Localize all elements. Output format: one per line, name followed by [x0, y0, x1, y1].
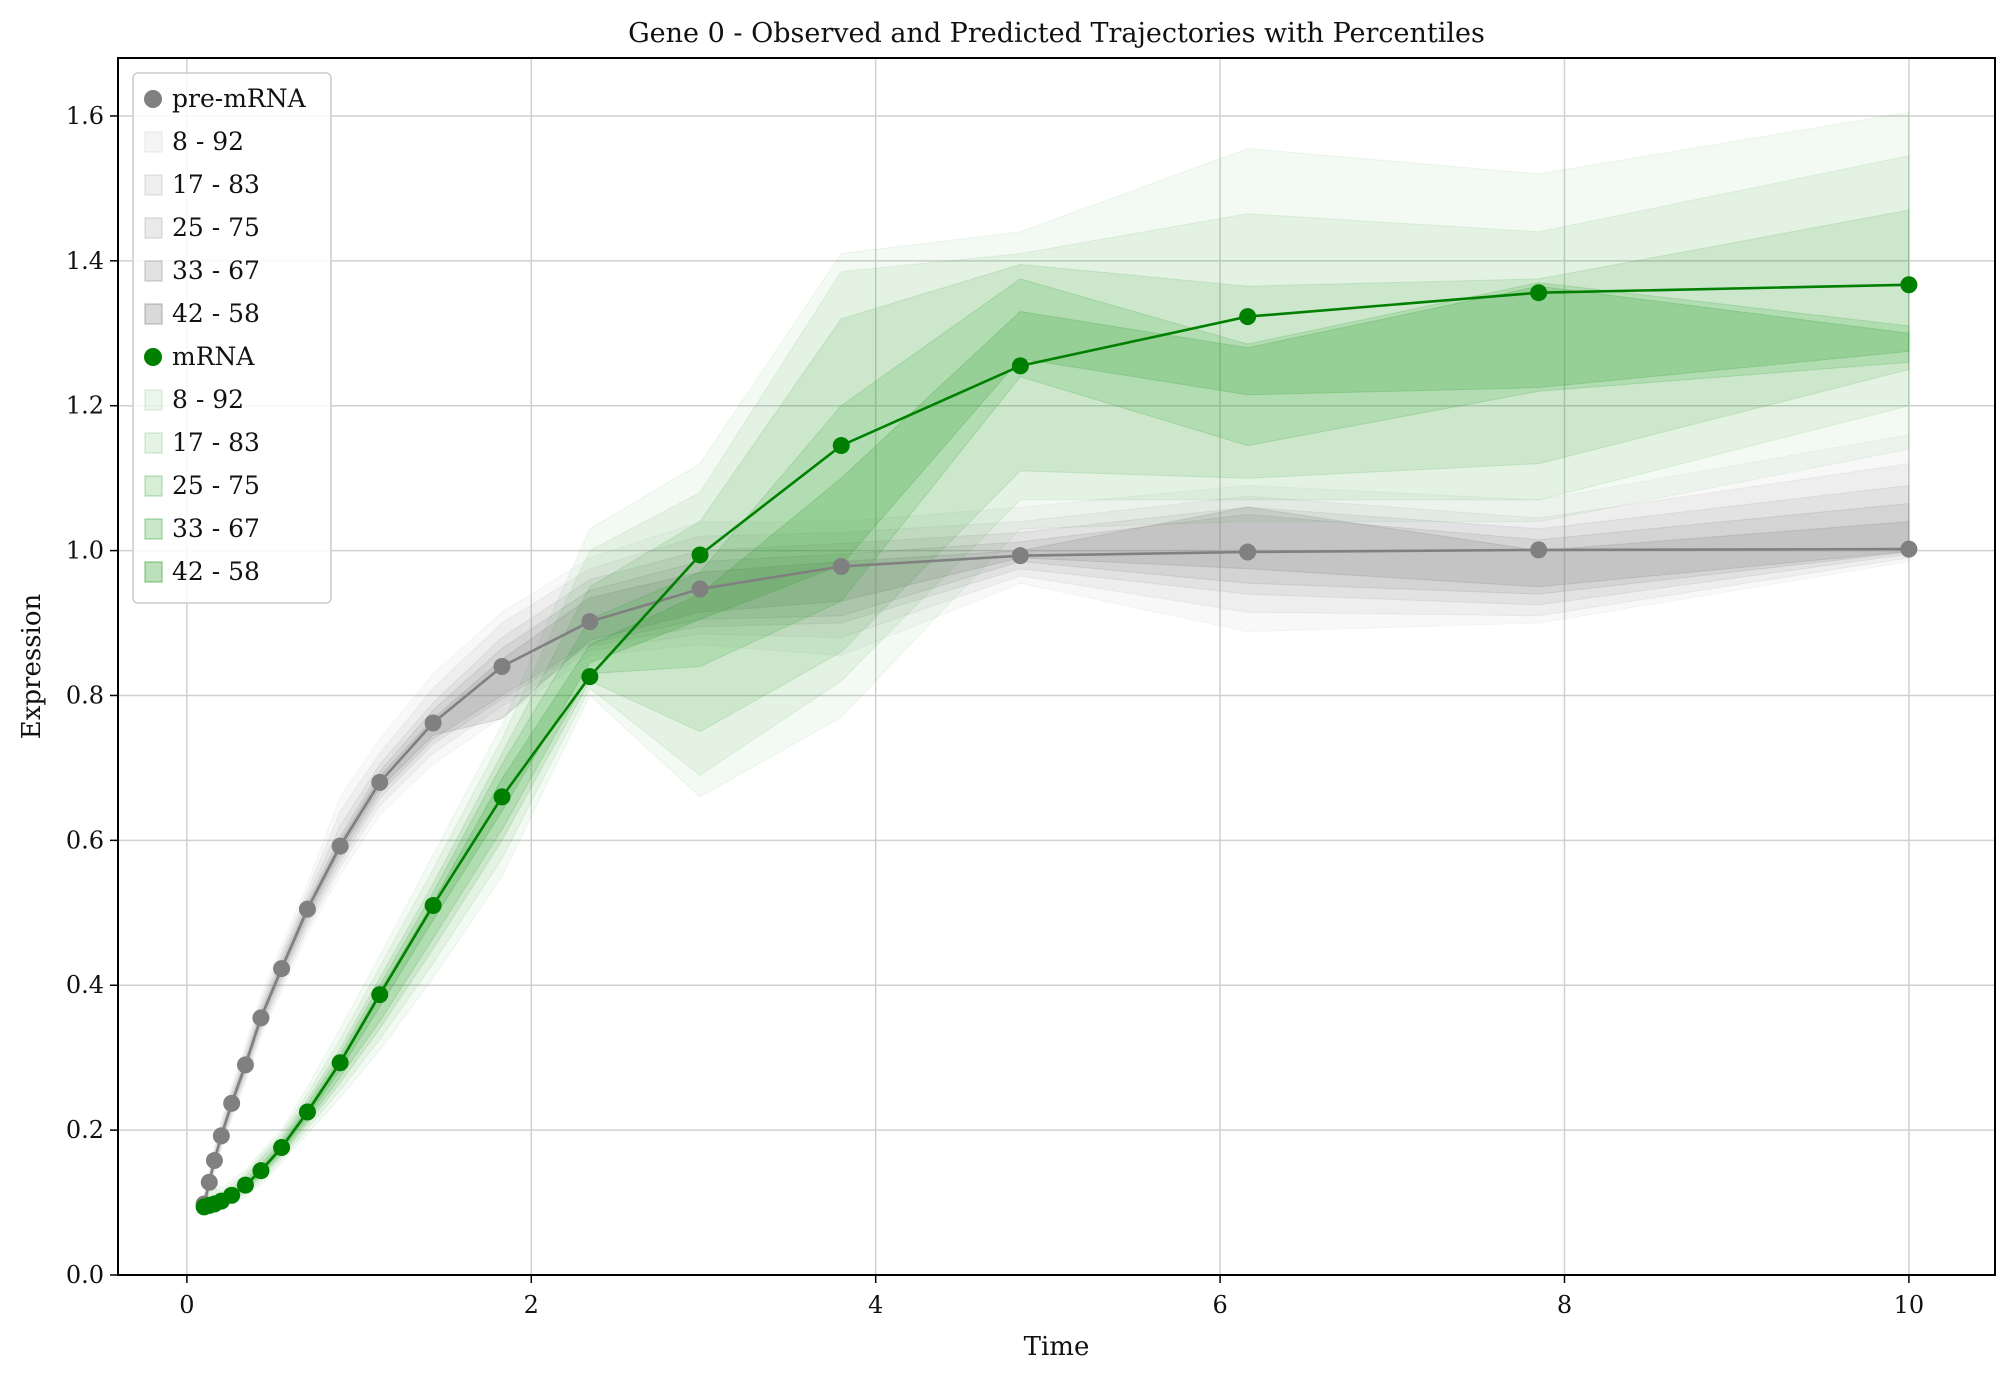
point-pre-mRNA [212, 1127, 230, 1145]
y-tick-label: 0.6 [66, 826, 104, 854]
y-tick-label: 0.2 [66, 1116, 104, 1144]
legend-marker-mRNA [144, 348, 162, 366]
point-pre-mRNA [205, 1152, 223, 1170]
y-tick-label: 1.0 [66, 537, 104, 565]
point-mRNA [252, 1162, 270, 1180]
legend-swatch-pre-mRNA-8-92 [144, 131, 163, 153]
legend-label-band: 33 - 67 [172, 256, 260, 285]
point-pre-mRNA [236, 1056, 254, 1074]
legend-swatch-pre-mRNA-17-83 [144, 174, 163, 196]
legend-label-band: 25 - 75 [172, 471, 260, 500]
point-pre-mRNA [581, 613, 599, 631]
y-axis-label: Expression [17, 594, 47, 740]
legend-label-band: 8 - 92 [172, 127, 244, 156]
point-mRNA [1011, 357, 1029, 375]
x-tick-label: 6 [1212, 1291, 1227, 1319]
point-pre-mRNA [331, 837, 349, 855]
legend-label-band: 25 - 75 [172, 213, 260, 242]
point-pre-mRNA [298, 900, 316, 918]
point-mRNA [331, 1054, 349, 1072]
point-pre-mRNA [832, 558, 850, 576]
point-pre-mRNA [493, 658, 511, 675]
point-mRNA [371, 986, 389, 1004]
point-pre-mRNA [424, 714, 442, 732]
legend-swatch-pre-mRNA-33-67 [144, 260, 163, 282]
legend-label-band: 17 - 83 [172, 170, 260, 199]
legend-label-band: 8 - 92 [172, 385, 244, 414]
legend-swatch-pre-mRNA-25-75 [144, 217, 163, 239]
legend-label-band: 42 - 58 [172, 557, 260, 586]
point-mRNA [223, 1186, 241, 1204]
legend-box [132, 72, 332, 604]
point-pre-mRNA [1900, 540, 1918, 558]
x-tick-label: 0 [179, 1291, 194, 1319]
x-tick-label: 10 [1894, 1291, 1925, 1319]
point-pre-mRNA [1011, 547, 1029, 565]
plot-frame [117, 57, 1996, 1276]
point-mRNA [273, 1139, 291, 1157]
series-points [195, 276, 1918, 1216]
point-mRNA [581, 668, 599, 686]
axis-ticks: 0 2 4 6 8 10 0.0 0.2 0.4 0.6 0.8 1.0 1.2 1.4 1.6 [66, 102, 1924, 1319]
point-mRNA [1530, 284, 1548, 302]
y-tick-label: 0.4 [66, 971, 104, 999]
point-pre-mRNA [1530, 541, 1548, 559]
legend-marker-pre-mRNA [144, 90, 162, 108]
grid [118, 58, 1995, 1276]
point-mRNA [1900, 276, 1918, 294]
point-pre-mRNA [371, 773, 389, 791]
point-pre-mRNA [200, 1173, 218, 1191]
band-pre-mRNA-8-92 [203, 434, 1910, 1214]
point-mRNA [1239, 308, 1257, 326]
percentile-bands [203, 111, 1910, 1215]
legend-label-pre-mRNA: pre-mRNA [172, 84, 307, 113]
y-tick-label: 0.8 [66, 681, 104, 709]
legend-swatch-pre-mRNA-42-58 [144, 303, 163, 325]
y-tick-label: 0.0 [66, 1261, 104, 1289]
point-pre-mRNA [273, 960, 291, 978]
y-tick-label: 1.2 [66, 392, 104, 420]
point-pre-mRNA [223, 1094, 241, 1112]
x-axis-label: Time [1024, 1332, 1090, 1362]
point-mRNA [832, 437, 850, 455]
y-tick-label: 1.4 [66, 247, 104, 275]
legend-swatch-mRNA-33-67 [144, 518, 163, 540]
x-tick-label: 4 [868, 1291, 883, 1319]
chart-title: Gene 0 - Observed and Predicted Trajecto… [628, 18, 1485, 49]
point-pre-mRNA [252, 1009, 270, 1027]
y-tick-label: 1.6 [66, 102, 104, 130]
point-mRNA [691, 546, 709, 564]
x-tick-label: 2 [524, 1291, 539, 1319]
band-mRNA-17-83 [203, 155, 1910, 1213]
point-mRNA [424, 897, 442, 915]
legend: pre-mRNA 8 - 92 17 - 83 25 - 75 33 - 67 42 - … [132, 72, 332, 604]
band-mRNA-8-92 [203, 111, 1910, 1215]
point-pre-mRNA [691, 580, 709, 598]
legend-swatch-mRNA-17-83 [144, 432, 163, 454]
legend-label-band: 42 - 58 [172, 299, 260, 328]
legend-label-mRNA: mRNA [172, 342, 255, 371]
point-mRNA [298, 1103, 316, 1121]
legend-label-band: 33 - 67 [172, 514, 260, 543]
legend-swatch-mRNA-42-58 [144, 561, 163, 583]
legend-swatch-mRNA-8-92 [144, 389, 163, 411]
legend-swatch-mRNA-25-75 [144, 475, 163, 497]
legend-label-band: 17 - 83 [172, 428, 260, 457]
x-tick-label: 8 [1557, 1291, 1572, 1319]
point-mRNA [493, 788, 511, 806]
point-pre-mRNA [1239, 543, 1257, 561]
point-mRNA [236, 1176, 254, 1194]
